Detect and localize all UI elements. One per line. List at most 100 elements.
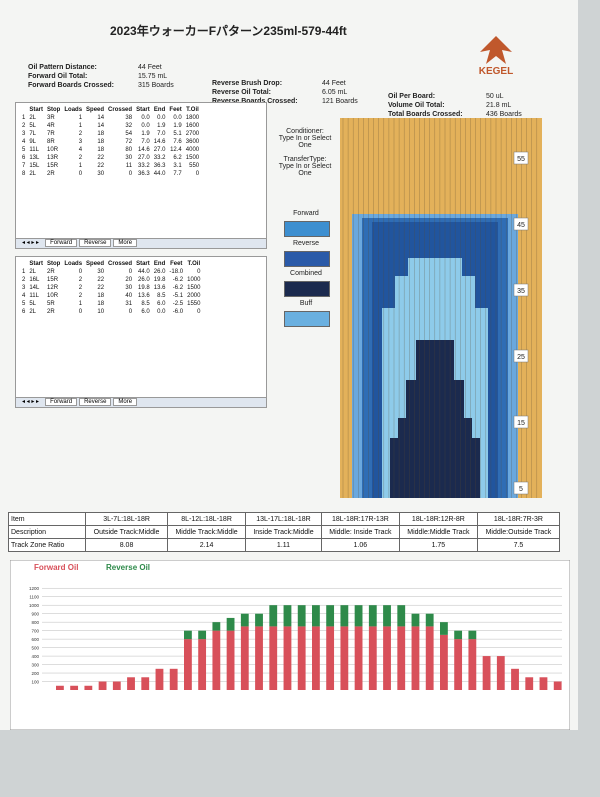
bar-segment	[127, 677, 135, 690]
bar-segment	[496, 656, 505, 690]
info-label: Reverse Boards Crossed:	[212, 98, 298, 105]
cell: 0.0	[157, 115, 166, 121]
cell: 2R	[47, 309, 55, 315]
bar-segment	[454, 630, 463, 640]
bar-segment	[283, 626, 292, 690]
zone-cell: Middle Track:Middle	[167, 525, 247, 539]
cell: 80	[125, 147, 133, 153]
cell: -6.2	[172, 277, 184, 283]
header-cell: Stop	[47, 107, 61, 113]
bar-segment	[368, 626, 377, 690]
cell: 3R	[47, 115, 55, 121]
cell: 26.0	[153, 269, 166, 275]
header-cell: Start	[29, 261, 44, 267]
forward-table: Start Stop Loads Speed Crossed Start End Feet T.…	[15, 102, 267, 249]
cell: -18.0	[169, 269, 184, 275]
logo-text: KEGEL	[479, 66, 513, 77]
cell: 32	[125, 123, 133, 129]
cell: 30	[97, 269, 105, 275]
cell: 14.6	[138, 147, 150, 153]
cell: 3	[22, 131, 26, 137]
tab[interactable]: Reverse	[79, 398, 112, 406]
legend-swatch	[284, 251, 330, 267]
cell: 18	[97, 131, 105, 137]
bar-segment	[84, 685, 93, 690]
bar-segment	[312, 605, 320, 627]
tab[interactable]: Reverse	[79, 239, 112, 247]
cell: 40	[125, 293, 133, 299]
bar-segment	[397, 605, 406, 627]
tabs: ◂ ◂ ▸ ▸ Forward Reverse More	[16, 397, 266, 407]
cell: 1	[78, 301, 83, 307]
y-tick-label: 1100	[29, 595, 39, 600]
zone-cell: 1.06	[320, 538, 400, 552]
tab[interactable]: More	[113, 398, 138, 406]
bar-segment	[539, 677, 548, 690]
transfer-hint: One	[298, 170, 312, 177]
cell: 36.3	[138, 171, 150, 177]
cell: 10	[97, 309, 105, 315]
header-cell: End	[153, 107, 166, 113]
cell: 1800	[185, 115, 200, 121]
header-cell: Stop	[47, 261, 61, 267]
cell: 1.9	[157, 123, 166, 129]
bar-segment	[184, 630, 192, 640]
distance-label: 35	[517, 288, 525, 295]
bar-segment	[440, 634, 448, 690]
grid-table: Start Stop Loads Speed Crossed Start End Feet T.…	[20, 106, 201, 178]
tabs: ◂ ◂ ▸ ▸ Forward Reverse More	[16, 238, 266, 248]
cell: 7L	[29, 131, 37, 137]
y-tick-label: 900	[31, 612, 39, 617]
cell: 3	[22, 285, 26, 291]
cell: 5	[22, 301, 26, 307]
bar-segment	[354, 626, 363, 690]
row: 6 13L 13R 2 22 30 27.0 33.2 6.2 1500	[20, 154, 201, 162]
cell: 18	[97, 147, 105, 153]
legend-swatch	[284, 221, 330, 237]
cell: 3600	[185, 139, 200, 145]
cell: 550	[189, 163, 200, 169]
zone-cell: Description	[8, 525, 86, 539]
bar-segment	[212, 630, 221, 690]
legend-label: Forward	[293, 210, 319, 217]
cell: 30	[97, 171, 105, 177]
zone-cell: 1.75	[398, 538, 478, 552]
bar-segment	[212, 622, 221, 631]
cell: 7.6	[173, 139, 182, 145]
bar-segment	[240, 613, 249, 627]
cell: 4	[22, 139, 26, 145]
info-value: 315 Boards	[138, 82, 174, 89]
cell: 14.6	[153, 139, 166, 145]
bar-segment	[226, 617, 235, 631]
row: 5 5L 5R 1 18 31 8.5 6.0 -2.5 1550	[20, 300, 202, 308]
tab[interactable]: Forward	[45, 239, 78, 247]
cell: 9L	[29, 139, 37, 145]
tab[interactable]: More	[113, 239, 138, 247]
cell: 30	[125, 285, 133, 291]
row: 1 2L 2R 0 30 0 44.0 26.0 -18.0 0	[20, 268, 202, 276]
bar-segment	[383, 605, 391, 627]
legend-label: Combined	[290, 270, 322, 277]
cell: 8.5	[157, 293, 166, 299]
reverse-table: Start Stop Loads Speed Crossed Start End Feet T.…	[15, 256, 267, 408]
cell: 8.5	[141, 301, 150, 307]
zone-cell: Middle: Inside Track	[320, 525, 400, 539]
distance-box	[513, 151, 529, 165]
zone-table: Item 3L-7L:18L-18R 8L-12L:18L-18R 13L-17L:1…	[8, 512, 561, 552]
cell: 1	[78, 115, 83, 121]
cell: 2	[78, 285, 83, 291]
cell: 15R	[47, 163, 59, 169]
row: 3 7L 7R 2 18 54 1.9 7.0 5.1 2700	[20, 130, 201, 138]
zone-cell: 8L-12L:18L-18R	[167, 512, 247, 526]
cell: 27.0	[138, 155, 150, 161]
bar-segment	[112, 681, 121, 690]
bar-segment	[198, 639, 207, 690]
cell: 1.9	[141, 131, 150, 137]
cell: 0.0	[157, 309, 166, 315]
conditioner-hint: One	[298, 142, 312, 149]
zone-cell: Inside Track:Middle	[245, 525, 322, 539]
header-cell: End	[153, 261, 166, 267]
logo-art: KEGEL	[479, 36, 513, 77]
tab[interactable]: Forward	[45, 398, 78, 406]
